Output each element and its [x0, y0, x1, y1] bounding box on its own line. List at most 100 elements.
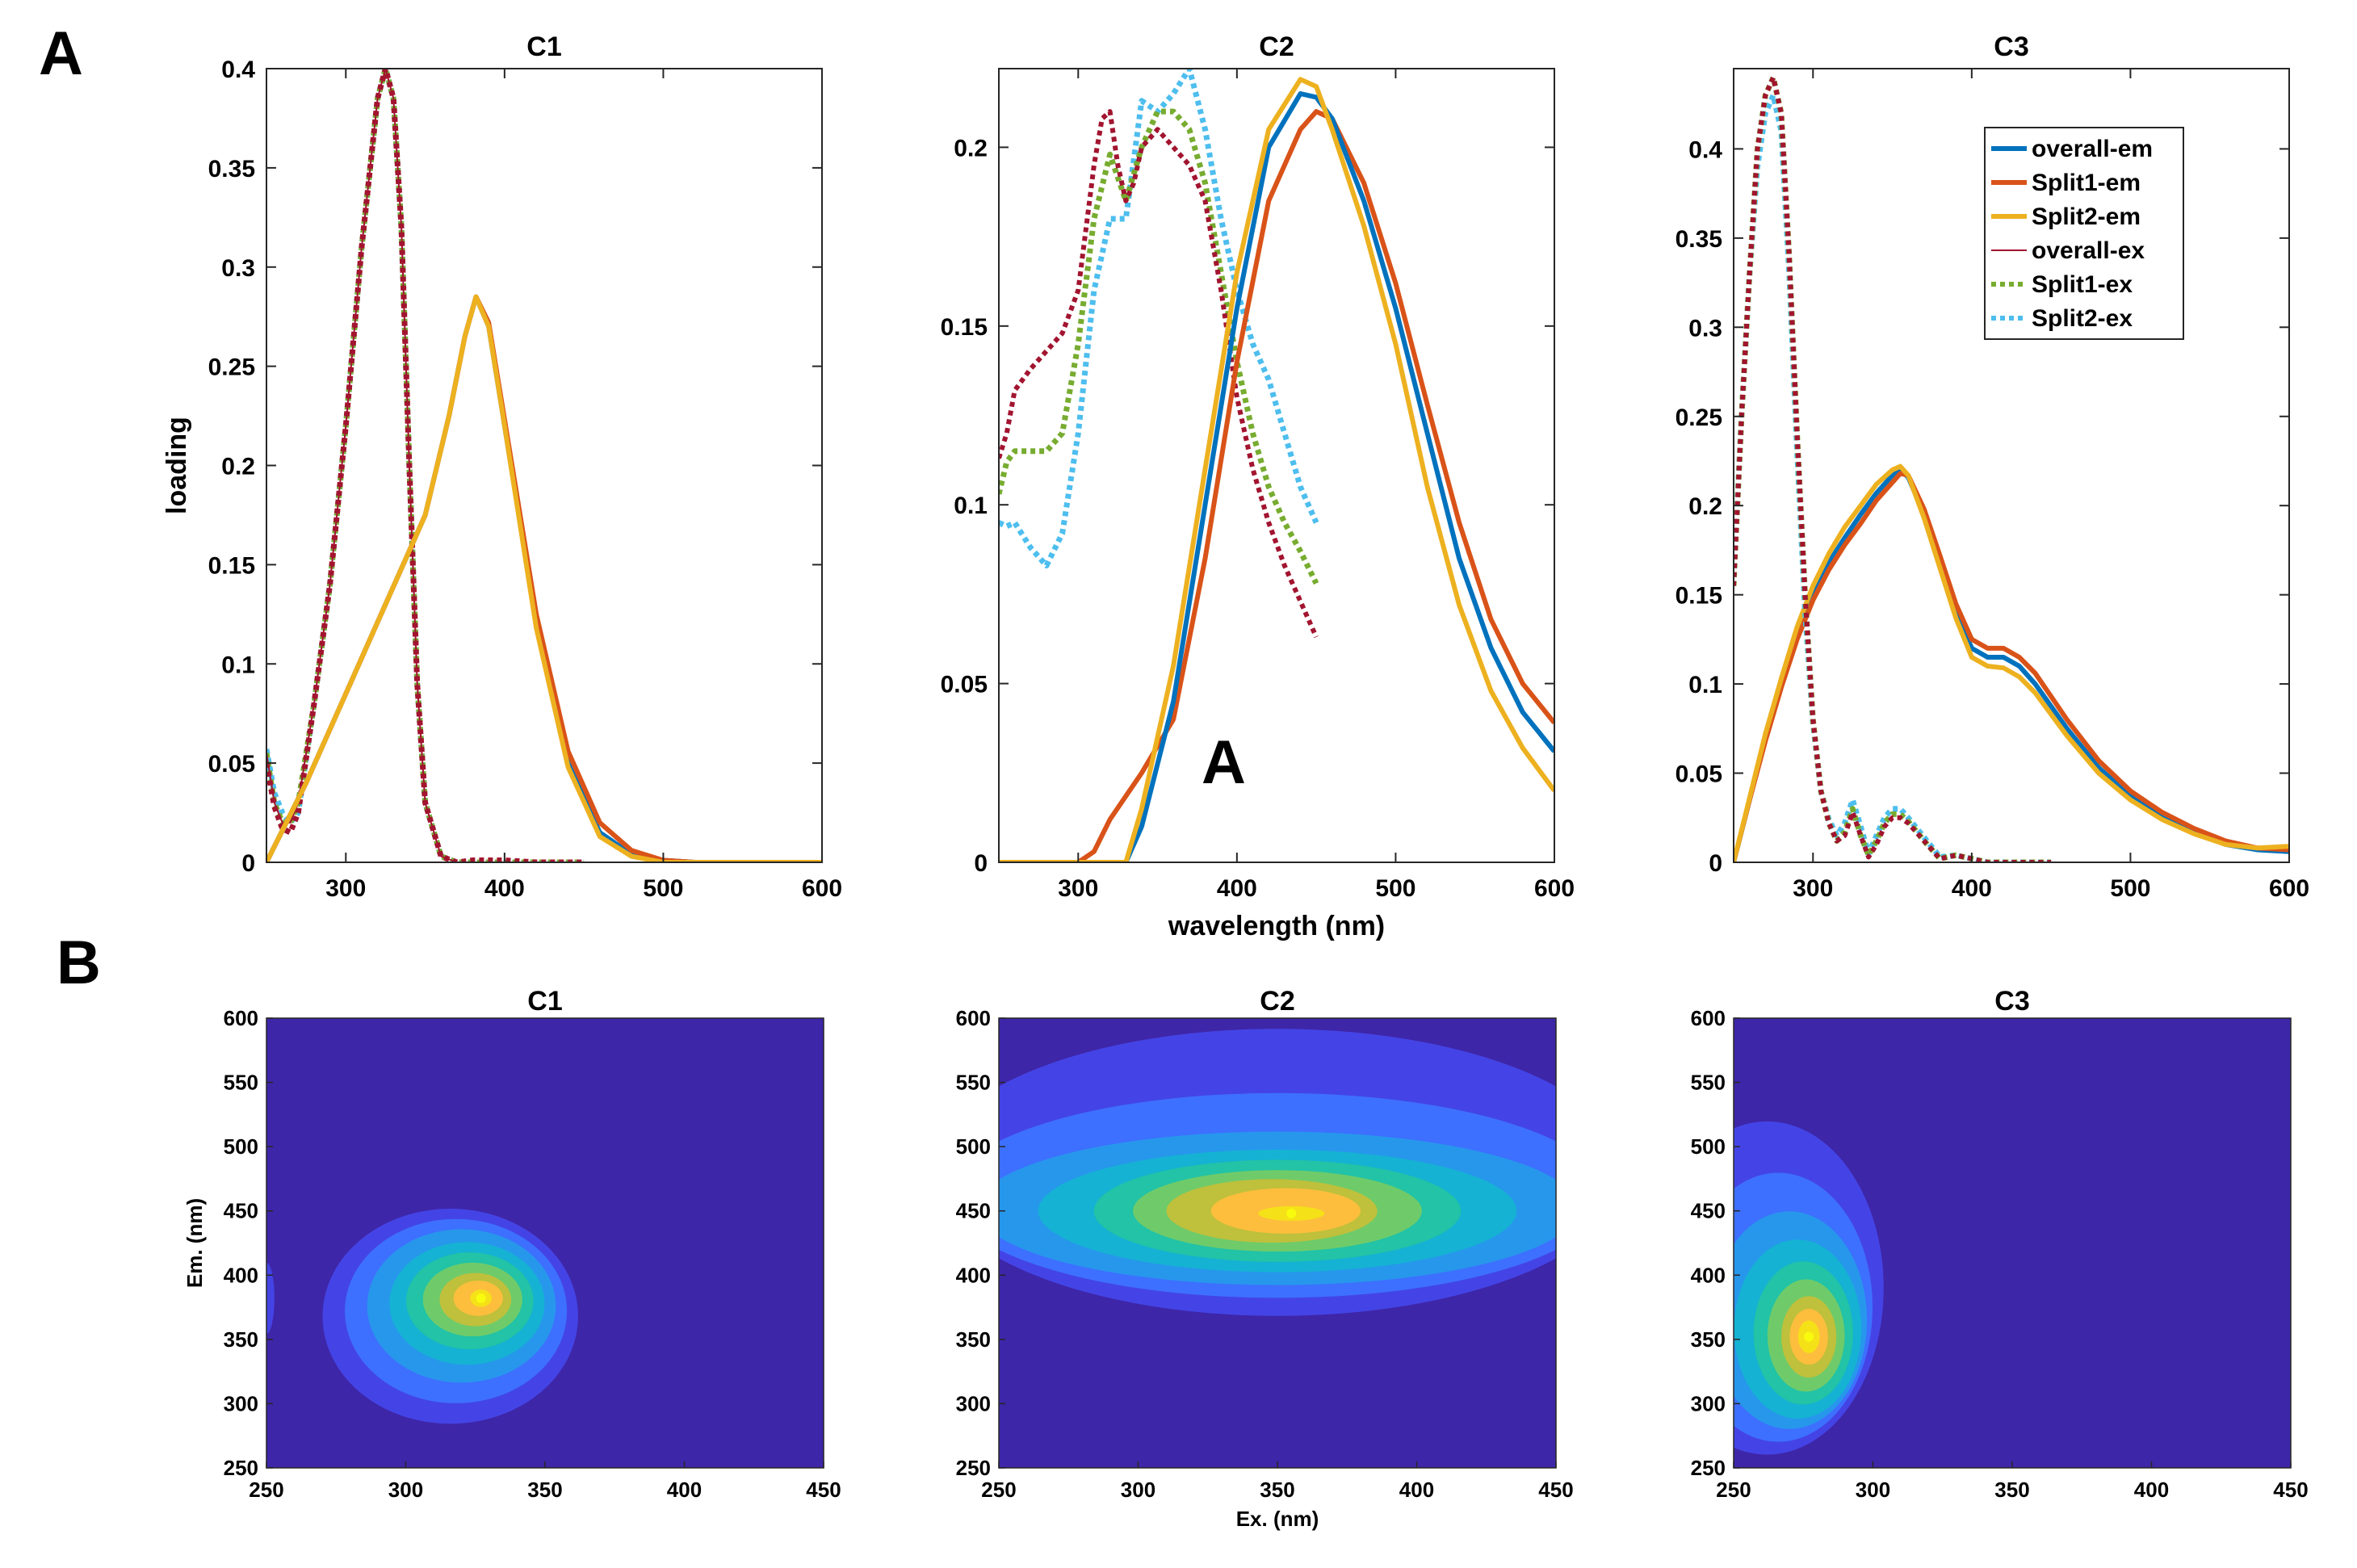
y-tick-label: 0.3 [221, 255, 255, 282]
x-tick-label: 250 [249, 1478, 283, 1502]
panel-b-label: B [57, 929, 101, 997]
series-line-split1-em [999, 109, 1554, 862]
series-line-overall-em [999, 91, 1554, 862]
contour-levels [999, 1028, 1556, 1317]
y-tick-label: 0.25 [208, 354, 255, 381]
axes-frame [998, 68, 1555, 863]
x-tick-label: 400 [2134, 1478, 2169, 1502]
y-tick-label: 500 [224, 1134, 258, 1159]
series-line-overall-ex [1734, 75, 2052, 862]
y-tick-label: 0.1 [221, 652, 255, 678]
plot-title: C2 [1260, 986, 1294, 1017]
x-tick-label: 400 [1952, 875, 1992, 902]
plot-title: C3 [1994, 31, 2028, 62]
x-tick-label: 600 [802, 875, 842, 902]
axes-frame [1733, 68, 2290, 863]
y-tick-label: 0 [1709, 850, 1722, 877]
y-tick-label: 0 [241, 850, 255, 877]
y-tick-label: 300 [1691, 1391, 1726, 1415]
y-tick-label: 0.4 [1688, 136, 1722, 163]
plot-title: C3 [1994, 986, 2029, 1017]
x-tick-label: 300 [388, 1478, 423, 1502]
x-tick-label: 600 [2269, 875, 2309, 902]
contour-plot-c1: 250 300 350 400 450 250 300 350 400 450 500 550 600 C… [182, 986, 841, 1502]
y-tick-label: 350 [1691, 1327, 1726, 1352]
y-tick-label: 300 [224, 1391, 258, 1415]
line-plot-c1: 300 400 500 600 0 0.05 0.1 0.15 0.2 0.25 0.3 0.35 0.… [161, 31, 842, 902]
y-tick-label: 0.05 [1675, 761, 1722, 788]
y-tick-label: 550 [956, 1071, 991, 1095]
y-tick-label: 250 [956, 1456, 991, 1480]
x-tick-label: 300 [1058, 875, 1098, 902]
x-tick-label: 300 [325, 875, 366, 902]
legend-label-split2-em: Split2-em [2032, 203, 2141, 230]
x-tick-label: 500 [643, 875, 683, 902]
legend-label-overall-ex: overall-ex [2032, 237, 2145, 264]
y-tick-label: 0.05 [941, 672, 988, 698]
contour-levels [266, 1208, 579, 1425]
x-tick-label: 300 [1856, 1478, 1890, 1502]
line-plot-c3: 300 400 500 600 0 0.05 0.1 0.15 0.2 0.25 0.3 0.35 0.… [1675, 31, 2309, 902]
y-tick-label: 0.4 [221, 57, 255, 83]
y-tick-label: 0.3 [1688, 315, 1722, 342]
y-tick-label: 0.2 [954, 135, 988, 161]
y-tick-label: 550 [224, 1071, 258, 1095]
x-tick-label: 450 [2273, 1478, 2308, 1502]
y-tick-label: 450 [956, 1199, 991, 1223]
y-tick-label: 0.25 [1675, 405, 1722, 431]
y-tick-label: 550 [1691, 1071, 1726, 1095]
series-line-split1-ex [999, 108, 1319, 585]
x-tick-label: 600 [1534, 875, 1575, 902]
contour-peak [1286, 1208, 1297, 1218]
legend-label-split2-ex: Split2-ex [2032, 305, 2133, 332]
x-tick-label: 300 [1793, 875, 1833, 902]
y-tick-label: 0.2 [1688, 493, 1722, 520]
x-tick-label: 350 [527, 1478, 562, 1502]
series-group [266, 69, 822, 862]
y-tick-label: 0.1 [1688, 672, 1722, 698]
series-line-split2-em [266, 294, 822, 862]
y-tick-label: 600 [1691, 1006, 1726, 1030]
series-line-overall-ex [999, 109, 1319, 639]
y-tick-label: 0.35 [208, 156, 255, 182]
series-line-split2-ex [999, 69, 1319, 568]
y-tick-label: 450 [1691, 1199, 1726, 1223]
x-tick-label: 400 [484, 875, 525, 902]
legend-label-split1-em: Split1-em [2032, 170, 2141, 196]
y-tick-label: 450 [224, 1199, 258, 1223]
y-tick-label: 600 [956, 1006, 991, 1030]
contour-plot-c2: 250 300 350 400 450 250 300 350 400 450 500 550 600 C… [956, 986, 1574, 1531]
plot-area [999, 69, 1554, 862]
x-tick-label: 400 [667, 1478, 702, 1502]
y-tick-label: 0.1 [954, 493, 988, 519]
contour-peak [476, 1293, 486, 1303]
plot-area [266, 69, 822, 862]
y-tick-label: 0.35 [1675, 226, 1722, 253]
plot-title: C2 [1259, 31, 1294, 62]
y-tick-label: 500 [956, 1134, 991, 1159]
y-tick-label: 500 [1691, 1134, 1726, 1159]
x-axis-label: wavelength (nm) [1168, 911, 1385, 941]
series-line-split2-em [999, 77, 1554, 862]
x-tick-label: 450 [806, 1478, 841, 1502]
x-tick-label: 300 [1121, 1478, 1155, 1502]
overlay-letter: A [1202, 728, 1246, 797]
x-tick-label: 350 [1260, 1478, 1294, 1502]
x-tick-label: 500 [1375, 875, 1415, 902]
x-tick-label: 450 [1538, 1478, 1573, 1502]
y-tick-label: 0.2 [221, 454, 255, 480]
series-line-overall-ex-dark [266, 69, 585, 862]
y-tick-label: 0.15 [1675, 583, 1722, 610]
contour-levels [1734, 1120, 1885, 1456]
legend-label-split1-ex: Split1-ex [2032, 271, 2133, 298]
y-tick-label: 0.05 [208, 751, 255, 778]
x-tick-label: 250 [981, 1478, 1016, 1502]
x-tick-label: 500 [2110, 875, 2150, 902]
x-tick-label: 400 [1217, 875, 1257, 902]
y-tick-label: 350 [224, 1327, 258, 1352]
y-tick-label: 0.15 [208, 552, 255, 579]
x-axis-label: Ex. (nm) [1236, 1507, 1319, 1531]
y-tick-label: 250 [1691, 1456, 1726, 1480]
legend-label-overall-em: overall-em [2032, 136, 2153, 162]
